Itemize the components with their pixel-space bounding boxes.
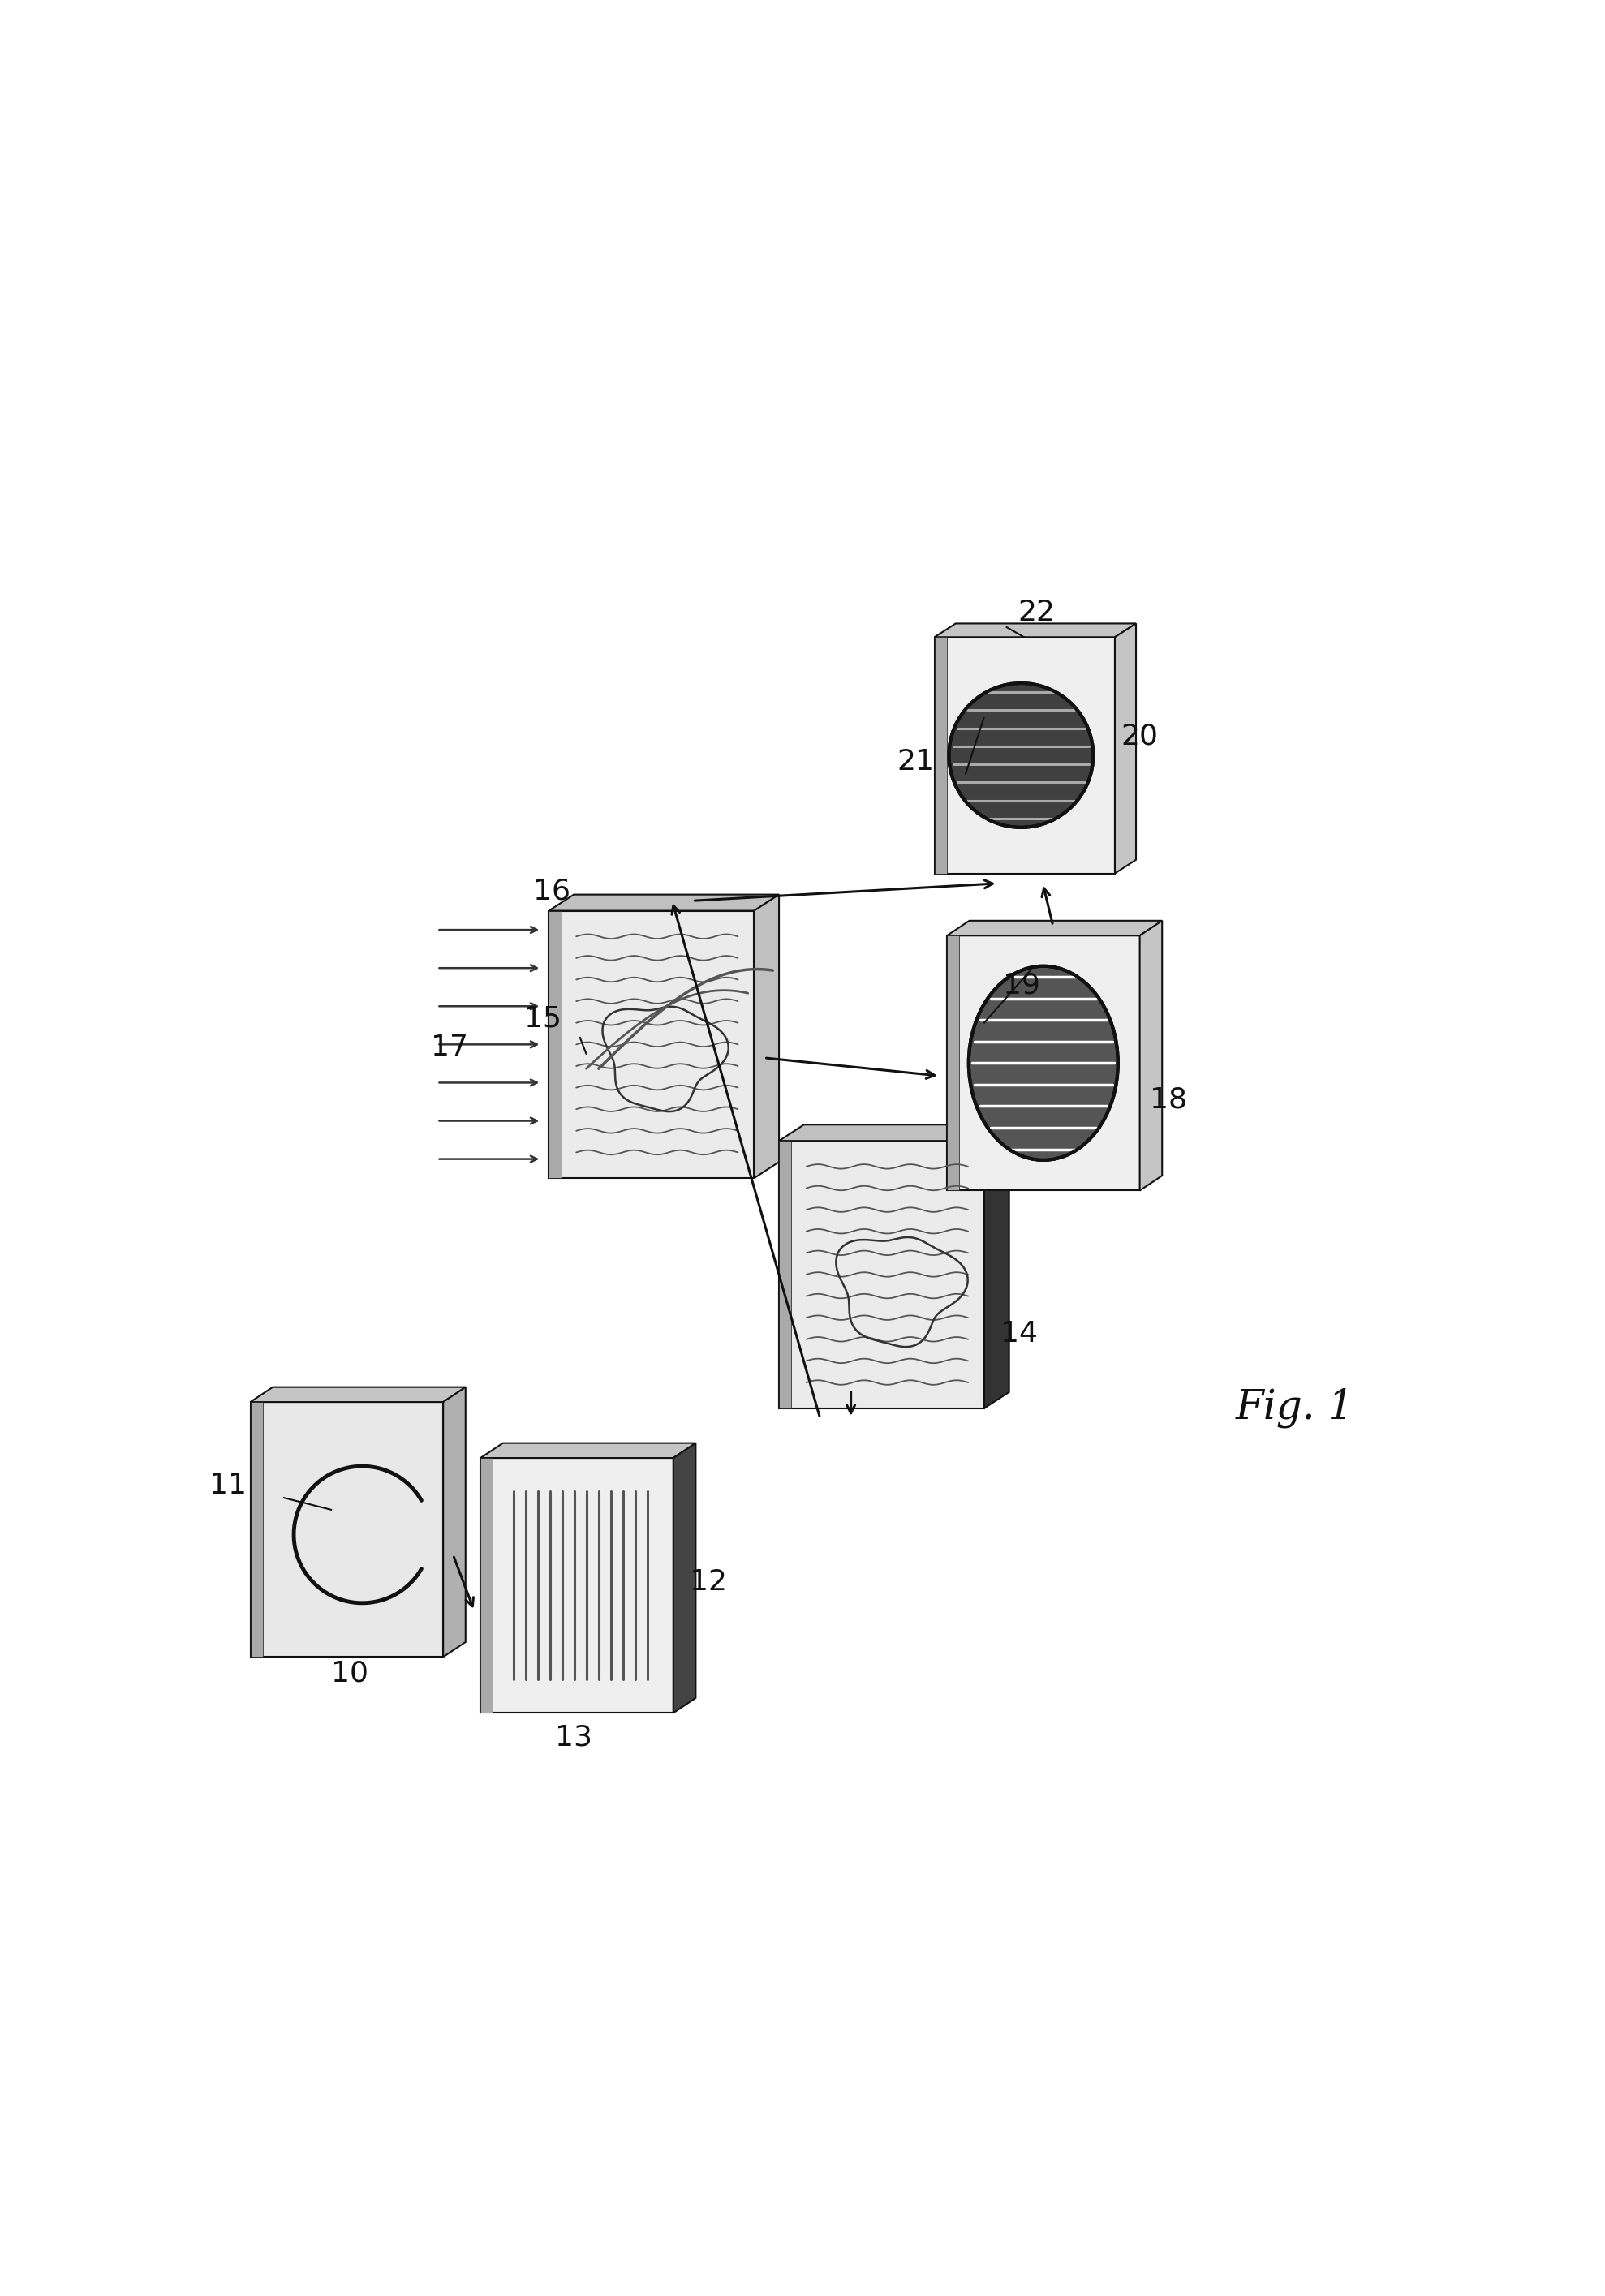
Polygon shape [947, 934, 1140, 1192]
Polygon shape [674, 1444, 695, 1713]
Circle shape [949, 684, 1093, 827]
Text: 11: 11 [209, 1472, 247, 1499]
Text: 21: 21 [897, 748, 934, 776]
Polygon shape [947, 921, 1162, 934]
Text: 17: 17 [430, 1033, 469, 1061]
Polygon shape [443, 1387, 465, 1658]
Text: 22: 22 [1018, 599, 1054, 627]
Polygon shape [250, 1387, 465, 1403]
Text: 10: 10 [331, 1660, 369, 1688]
Text: 14: 14 [1000, 1320, 1038, 1348]
Polygon shape [250, 1403, 263, 1658]
Text: 20: 20 [1120, 723, 1159, 751]
Polygon shape [754, 895, 778, 1178]
Text: 18: 18 [1149, 1086, 1188, 1114]
Polygon shape [549, 912, 754, 1178]
Polygon shape [549, 895, 778, 912]
Text: 16: 16 [533, 877, 570, 905]
Polygon shape [1115, 625, 1136, 872]
Polygon shape [984, 1125, 1010, 1407]
Ellipse shape [969, 967, 1119, 1159]
Polygon shape [934, 636, 947, 872]
Polygon shape [549, 912, 562, 1178]
Polygon shape [778, 1141, 984, 1407]
Text: 13: 13 [555, 1724, 592, 1752]
Polygon shape [934, 625, 1136, 636]
Polygon shape [480, 1458, 674, 1713]
Text: 15: 15 [523, 1006, 562, 1033]
Polygon shape [934, 636, 1115, 872]
Polygon shape [250, 1403, 443, 1658]
Polygon shape [480, 1444, 695, 1458]
Polygon shape [1140, 921, 1162, 1192]
Polygon shape [480, 1458, 493, 1713]
Text: Fig. 1: Fig. 1 [1236, 1389, 1355, 1428]
Polygon shape [778, 1125, 1010, 1141]
Polygon shape [947, 934, 960, 1192]
Text: 12: 12 [690, 1568, 727, 1596]
Text: 19: 19 [1003, 971, 1040, 999]
Polygon shape [778, 1141, 791, 1407]
